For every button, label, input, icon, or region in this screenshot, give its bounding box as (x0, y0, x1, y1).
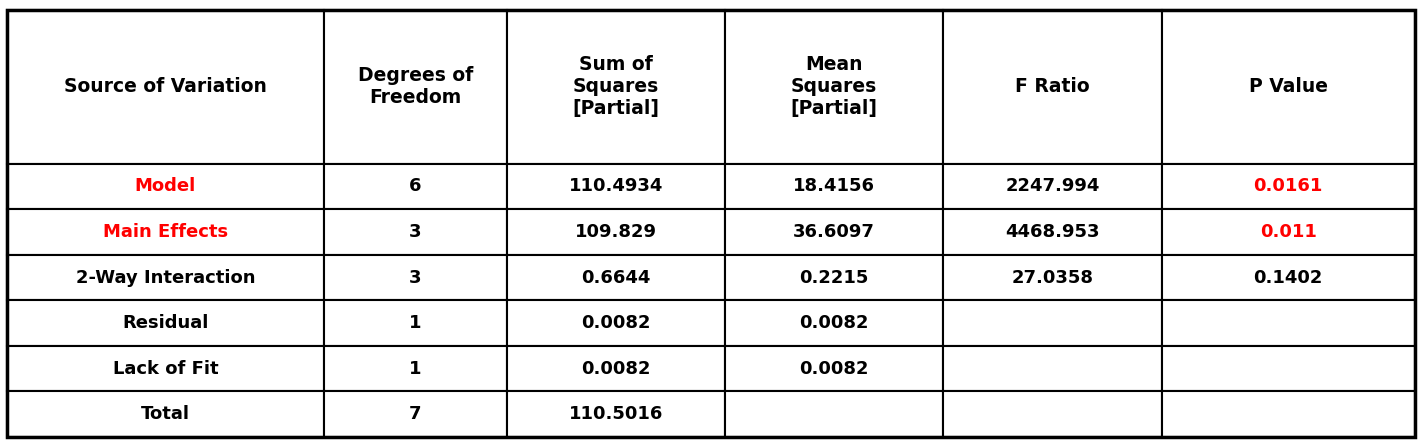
Bar (7, 346, 324, 392)
Text: F Ratio: F Ratio (1015, 77, 1089, 96)
Bar (506, 209, 725, 255)
Text: Residual: Residual (122, 314, 209, 332)
Text: Total: Total (141, 405, 191, 423)
Bar (943, 392, 1162, 437)
Bar (506, 346, 725, 392)
Text: 7: 7 (410, 405, 421, 423)
Text: 0.1402: 0.1402 (1254, 269, 1322, 286)
Text: 0.0082: 0.0082 (582, 314, 651, 332)
Bar (725, 300, 943, 346)
Text: 0.2215: 0.2215 (799, 269, 869, 286)
Bar (324, 392, 506, 437)
Bar (506, 255, 725, 300)
Bar (324, 346, 506, 392)
Text: 0.0082: 0.0082 (582, 360, 651, 378)
Text: Main Effects: Main Effects (102, 223, 228, 241)
Bar (324, 10, 506, 164)
Bar (725, 164, 943, 209)
Bar (1162, 346, 1415, 392)
Bar (943, 346, 1162, 392)
Bar (1162, 300, 1415, 346)
Bar (943, 300, 1162, 346)
Bar (7, 255, 324, 300)
Bar (7, 300, 324, 346)
Bar (1162, 392, 1415, 437)
Bar (943, 164, 1162, 209)
Text: 0.6644: 0.6644 (582, 269, 651, 286)
Bar (506, 300, 725, 346)
Bar (506, 164, 725, 209)
Text: P Value: P Value (1249, 77, 1328, 96)
Bar (725, 392, 943, 437)
Text: Lack of Fit: Lack of Fit (112, 360, 218, 378)
Text: 3: 3 (410, 223, 421, 241)
Bar (725, 10, 943, 164)
Bar (324, 300, 506, 346)
Text: Sum of
Squares
[Partial]: Sum of Squares [Partial] (573, 56, 660, 119)
Bar (1162, 164, 1415, 209)
Bar (943, 255, 1162, 300)
Bar (324, 255, 506, 300)
Bar (1162, 209, 1415, 255)
Text: 0.0082: 0.0082 (799, 314, 869, 332)
Bar (725, 209, 943, 255)
Text: 2247.994: 2247.994 (1005, 178, 1099, 195)
Text: 110.4934: 110.4934 (569, 178, 663, 195)
Text: 2-Way Interaction: 2-Way Interaction (75, 269, 255, 286)
Bar (1162, 10, 1415, 164)
Text: 27.0358: 27.0358 (1011, 269, 1094, 286)
Text: 1: 1 (410, 360, 421, 378)
Text: 0.0082: 0.0082 (799, 360, 869, 378)
Text: 3: 3 (410, 269, 421, 286)
Text: 109.829: 109.829 (574, 223, 657, 241)
Text: 0.011: 0.011 (1260, 223, 1317, 241)
Bar (7, 10, 324, 164)
Text: 4468.953: 4468.953 (1005, 223, 1099, 241)
Bar (7, 209, 324, 255)
Text: Mean
Squares
[Partial]: Mean Squares [Partial] (791, 56, 877, 119)
Bar (324, 164, 506, 209)
Text: 18.4156: 18.4156 (793, 178, 875, 195)
Bar (506, 392, 725, 437)
Text: Source of Variation: Source of Variation (64, 77, 267, 96)
Text: 0.0161: 0.0161 (1254, 178, 1322, 195)
Bar (725, 346, 943, 392)
Text: 1: 1 (410, 314, 421, 332)
Text: 6: 6 (410, 178, 421, 195)
Bar (506, 10, 725, 164)
Bar (7, 392, 324, 437)
Bar (7, 164, 324, 209)
Text: 110.5016: 110.5016 (569, 405, 663, 423)
Bar (324, 209, 506, 255)
Text: Model: Model (135, 178, 196, 195)
Bar (943, 10, 1162, 164)
Bar (725, 255, 943, 300)
Bar (943, 209, 1162, 255)
Text: Degrees of
Freedom: Degrees of Freedom (358, 66, 474, 107)
Bar (1162, 255, 1415, 300)
Text: 36.6097: 36.6097 (793, 223, 875, 241)
